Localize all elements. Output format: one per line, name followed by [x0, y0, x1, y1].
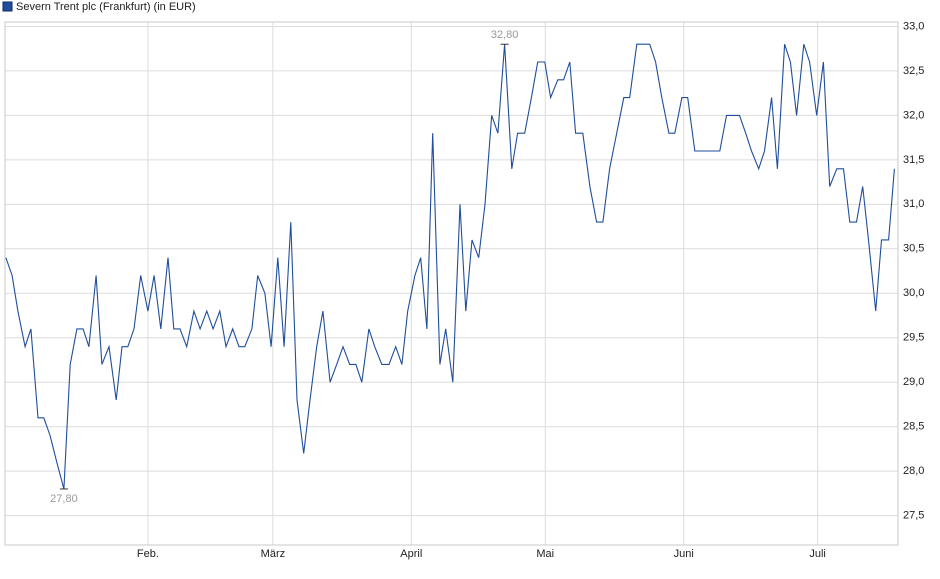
- x-tick-label: April: [400, 548, 422, 560]
- y-tick-label: 31,5: [903, 154, 924, 166]
- price-line: [5, 43, 895, 490]
- y-tick-label: 29,0: [903, 376, 924, 388]
- y-tick-label: 28,0: [903, 465, 924, 477]
- y-tick-label: 32,0: [903, 109, 924, 121]
- y-tick-label: 27,5: [903, 510, 924, 522]
- x-tick-label: Juli: [809, 548, 826, 560]
- chart-title: Severn Trent plc (Frankfurt) (in EUR): [16, 1, 196, 13]
- y-tick-label: 30,5: [903, 243, 924, 255]
- x-tick-label: Juni: [674, 548, 694, 560]
- y-tick-label: 31,0: [903, 198, 924, 210]
- y-tick-label: 28,5: [903, 421, 924, 433]
- x-tick-label: März: [261, 548, 285, 560]
- y-tick-label: 29,5: [903, 332, 924, 344]
- y-tick-label: 30,0: [903, 287, 924, 299]
- legend-swatch: [2, 1, 13, 12]
- x-tick-label: Feb.: [137, 548, 159, 560]
- plot-frame: [4, 21, 899, 546]
- value-label: 32,80: [491, 29, 519, 41]
- y-tick-label: 32,5: [903, 65, 924, 77]
- y-tick-label: 33,0: [903, 20, 924, 32]
- x-tick-label: Mai: [536, 548, 554, 560]
- value-label: 27,80: [50, 493, 78, 505]
